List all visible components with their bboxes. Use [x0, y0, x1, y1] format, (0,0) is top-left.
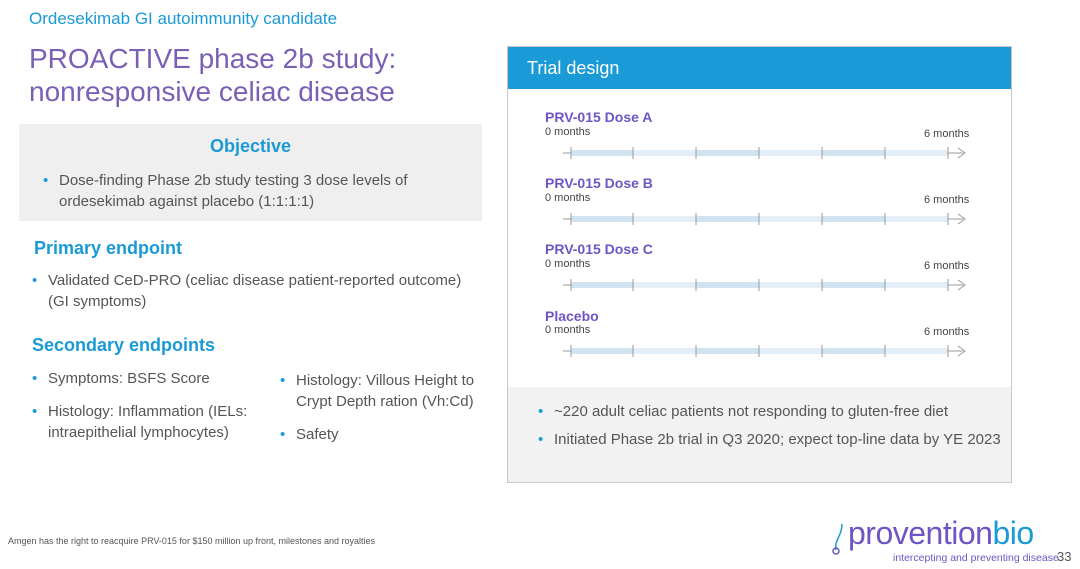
page-number: 33: [1057, 549, 1072, 564]
secondary-endpoints-heading: Secondary endpoints: [32, 335, 216, 355]
trial-summary-text: Initiated Phase 2b trial in Q3 2020; exp…: [554, 431, 1001, 448]
end-label: 6 months: [924, 326, 970, 338]
arm-label: PRV-015 Dose C: [545, 241, 653, 257]
section-subtitle: Ordesekimab GI autoimmunity candidate: [29, 9, 338, 28]
secondary-endpoint-item: • Histology: Inflammation (IELs: intraepi…: [32, 401, 263, 443]
page-title: PROACTIVE phase 2b study: nonresponsive …: [29, 43, 397, 107]
start-label: 0 months: [545, 126, 591, 138]
timeline-arrow: [563, 147, 966, 159]
bullet-icon: •: [43, 172, 49, 189]
logo-tagline: intercepting and preventing disease: [893, 552, 1059, 564]
bullet-icon: •: [538, 431, 544, 448]
trial-summary-text: ~220 adult celiac patients not respondin…: [554, 403, 949, 420]
primary-endpoint-text: Validated CeD-PRO (celiac disease patien…: [48, 272, 462, 310]
trial-design-heading: Trial design: [527, 58, 620, 78]
end-label: 6 months: [924, 260, 970, 272]
bullet-icon: •: [32, 370, 38, 387]
arm-label: PRV-015 Dose B: [545, 175, 653, 191]
secondary-endpoint-text: Safety: [296, 426, 339, 443]
bullet-icon: •: [32, 272, 38, 289]
objective-box: Objective • Dose-finding Phase 2b study t…: [19, 124, 482, 221]
trial-summary-item: • ~220 adult celiac patients not respondi…: [538, 401, 1014, 422]
bullet-icon: •: [32, 403, 38, 420]
trial-summary: • ~220 adult celiac patients not respondi…: [508, 387, 1011, 482]
arm-label: PRV-015 Dose A: [545, 109, 653, 125]
bullet-icon: •: [280, 372, 286, 389]
trial-design-header: Trial design: [508, 47, 1011, 89]
company-logo: proventionbio: [848, 515, 1034, 552]
footnote: Amgen has the right to reacquire PRV-015…: [8, 536, 376, 546]
start-label: 0 months: [545, 258, 591, 270]
logo-mark-icon: [832, 523, 843, 555]
start-label: 0 months: [545, 324, 591, 336]
logo-wordmark: provention: [848, 515, 993, 551]
objective-item: • Dose-finding Phase 2b study testing 3 d…: [43, 170, 479, 212]
timeline-arrow: [563, 345, 966, 357]
logo-wordmark-accent: bio: [992, 515, 1034, 551]
bullet-icon: •: [538, 403, 544, 420]
primary-endpoint-item: • Validated CeD-PRO (celiac disease patie…: [32, 270, 468, 312]
arm-label: Placebo: [545, 308, 599, 324]
end-label: 6 months: [924, 194, 970, 206]
end-label: 6 months: [924, 128, 970, 140]
bullet-icon: •: [280, 426, 286, 443]
secondary-endpoint-text: Histology: Inflammation (IELs: intraepit…: [48, 403, 248, 441]
trial-summary-item: • Initiated Phase 2b trial in Q3 2020; ex…: [538, 429, 1004, 450]
secondary-endpoint-item: • Safety: [280, 424, 511, 445]
secondary-endpoint-text: Symptoms: BSFS Score: [48, 370, 210, 387]
secondary-endpoint-item: • Histology: Villous Height to Crypt Dept…: [280, 370, 511, 412]
primary-endpoint-heading: Primary endpoint: [34, 238, 183, 258]
secondary-endpoint-text: Histology: Villous Height to Crypt Depth…: [296, 372, 475, 410]
trial-design-panel: Trial design PRV-015 Dose A 0 months 6 m…: [507, 46, 1012, 483]
objective-heading: Objective: [209, 136, 292, 156]
objective-text: Dose-finding Phase 2b study testing 3 do…: [59, 172, 408, 210]
timeline-arrow: [563, 279, 966, 291]
timeline-arrow: [563, 213, 966, 225]
start-label: 0 months: [545, 192, 591, 204]
secondary-endpoint-item: • Symptoms: BSFS Score: [32, 368, 278, 389]
